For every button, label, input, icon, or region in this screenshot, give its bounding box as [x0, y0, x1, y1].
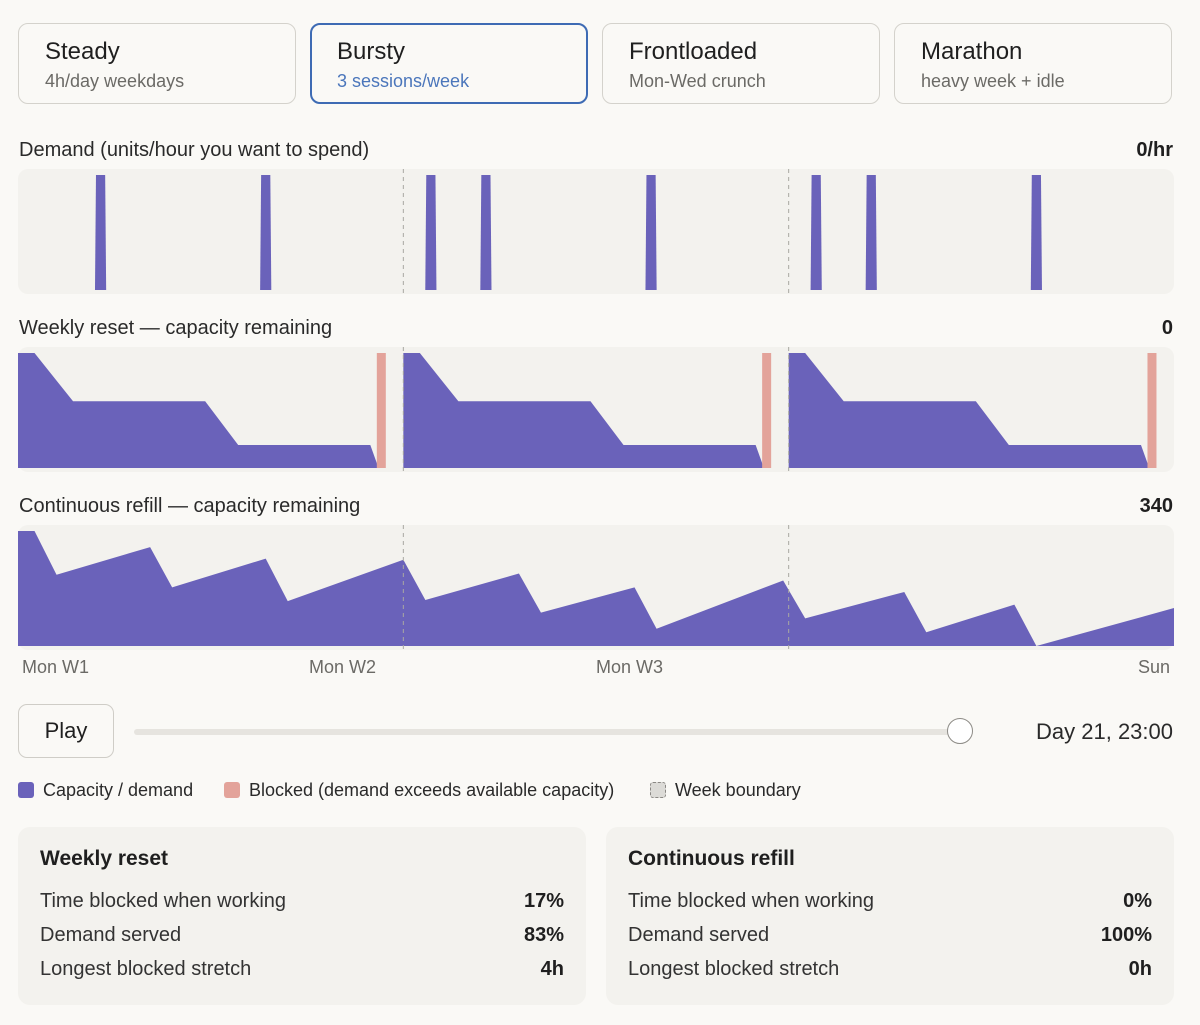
scenario-tab-frontloaded[interactable]: Frontloaded Mon-Wed crunch: [602, 23, 880, 104]
stat-value: 17%: [523, 890, 564, 912]
capacity-area: [403, 353, 764, 468]
stat-label: Time blocked when working: [40, 890, 287, 912]
demand-session-bar: [480, 175, 492, 290]
x-axis-label-mon-w3: Mon W3: [596, 657, 664, 677]
stat-value: 0%: [1123, 890, 1152, 912]
continuous-refill-chart-title: Continuous refill — capacity remaining: [19, 495, 361, 517]
weekly-reset-chart-title: Weekly reset — capacity remaining: [19, 317, 333, 339]
capacity-area: [788, 353, 1150, 468]
x-axis-label-mon-w1: Mon W1: [22, 657, 90, 677]
scenario-subtitle: 4h/day weekdays: [45, 71, 185, 91]
stat-label: Longest blocked stretch: [40, 958, 252, 980]
legend-label: Week boundary: [675, 779, 801, 800]
blocked-marker: [1147, 353, 1157, 468]
blocked-marker: [376, 353, 386, 468]
blocked-swatch: [224, 782, 240, 798]
demand-session-bar: [865, 175, 877, 290]
continuous-refill-current-value: 340: [1139, 495, 1173, 517]
x-axis-label-mon-w2: Mon W2: [309, 657, 377, 677]
stat-label: Time blocked when working: [628, 890, 875, 912]
scenario-subtitle: Mon-Wed crunch: [629, 71, 766, 91]
legend-item-blocked: Blocked (demand exceeds available capaci…: [224, 778, 614, 802]
x-axis-label-sun: Sun: [1137, 657, 1170, 677]
demand-chart-title: Demand (units/hour you want to spend): [19, 139, 370, 161]
scenario-tab-bursty[interactable]: Bursty 3 sessions/week: [310, 23, 588, 104]
capacity-area: [18, 353, 379, 468]
stat-row-time-blocked: Time blocked when working 17%: [40, 890, 564, 916]
scenario-subtitle: 3 sessions/week: [337, 71, 470, 91]
scenario-title: Frontloaded: [629, 38, 758, 65]
continuous-refill-chart: [18, 525, 1174, 650]
stat-value: 0h: [1128, 958, 1152, 980]
stat-label: Longest blocked stretch: [628, 958, 840, 980]
play-button[interactable]: Play: [18, 704, 114, 758]
demand-session-bar: [425, 175, 437, 290]
stat-row-demand-served: Demand served 83%: [40, 924, 564, 950]
scenario-tabs: Steady 4h/day weekdays Bursty 3 sessions…: [18, 23, 1174, 106]
weekly-reset-current-value: 0: [1161, 317, 1173, 339]
chart-background: [18, 169, 1174, 294]
stat-label: Demand served: [40, 924, 182, 946]
legend-item-capacity: Capacity / demand: [18, 778, 193, 802]
stat-row-demand-served: Demand served 100%: [628, 924, 1152, 950]
stats-card-title: Continuous refill: [628, 847, 795, 870]
scenario-title: Steady: [45, 38, 120, 65]
demand-session-bar: [810, 175, 822, 290]
demand-session-bar: [1030, 175, 1042, 290]
timeline-slider-thumb[interactable]: [946, 718, 973, 744]
stat-value: 100%: [1100, 924, 1152, 946]
stat-value: 83%: [523, 924, 564, 946]
stat-label: Demand served: [628, 924, 770, 946]
scenario-tab-marathon[interactable]: Marathon heavy week + idle: [894, 23, 1172, 104]
stats-card-title: Weekly reset: [40, 847, 169, 870]
stat-row-longest-blocked: Longest blocked stretch 0h: [628, 958, 1152, 984]
demand-session-bar: [94, 175, 107, 290]
legend-item-week-boundary: Week boundary: [650, 778, 801, 802]
demand-session-bar: [645, 175, 657, 290]
stat-row-time-blocked: Time blocked when working 0%: [628, 890, 1152, 916]
scenario-title: Bursty: [337, 38, 406, 65]
legend-label: Blocked (demand exceeds available capaci…: [249, 779, 615, 800]
time-readout: Day 21, 23:00: [1036, 719, 1173, 744]
timeline-slider-track[interactable]: [134, 729, 964, 735]
blocked-marker: [762, 353, 772, 468]
scenario-title: Marathon: [921, 38, 1023, 65]
scenario-tab-steady[interactable]: Steady 4h/day weekdays: [18, 23, 296, 104]
continuous-refill-stats-card: Continuous refill Time blocked when work…: [606, 827, 1174, 1005]
stat-value: 4h: [540, 958, 564, 980]
weekly-reset-chart: [18, 347, 1174, 472]
demand-session-bar: [260, 175, 272, 290]
demand-current-value: 0/hr: [1136, 139, 1173, 161]
week-boundary-swatch: [650, 782, 666, 798]
stat-row-longest-blocked: Longest blocked stretch 4h: [40, 958, 564, 984]
capacity-swatch: [18, 782, 34, 798]
scenario-subtitle: heavy week + idle: [921, 71, 1065, 91]
legend-label: Capacity / demand: [43, 779, 194, 800]
capacity-area: [18, 531, 1174, 646]
weekly-reset-stats-card: Weekly reset Time blocked when working 1…: [18, 827, 586, 1005]
demand-chart: [18, 169, 1174, 294]
